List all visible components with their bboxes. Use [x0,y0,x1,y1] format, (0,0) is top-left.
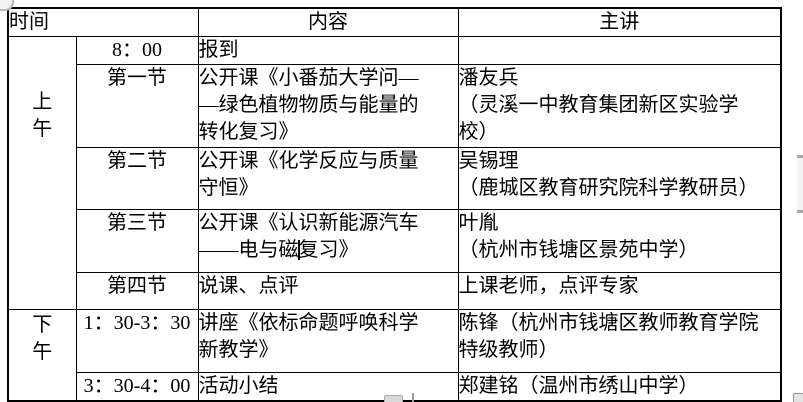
speaker-cell[interactable]: 吴锡理 （鹿城区教育研究院科学教研员） [457,147,782,210]
content-cell[interactable]: 公开课《小番茄大学问— —绿色植物物质与能量的 转化复习》 [197,64,459,148]
header-time-cell[interactable]: 时间 [7,7,199,37]
slot-cell[interactable]: 第四节 [75,272,199,310]
table-row: 第四节 说课、点评 上课老师，点评专家 [8,272,782,310]
speaker-cell[interactable]: 郑建铭（温州市绣山中学） [457,372,782,402]
schedule-table: 时间 内容 主讲 上午 8：00 报到 第一节 公开课《小番茄大学问— —绿色植… [7,7,782,402]
table-row: 第一节 公开课《小番茄大学问— —绿色植物物质与能量的 转化复习》 潘友兵 （灵… [8,64,782,148]
period-afternoon-label: 下午 [32,314,53,363]
slot-cell[interactable]: 第一节 [75,64,199,148]
content-cell[interactable]: 公开课《化学反应与质量 守恒》 [197,147,459,210]
slot-cell[interactable]: 第三节 [75,209,199,273]
table-row: 第三节 公开课《认识新能源汽车 ——电与磁复习》 叶胤 （杭州市钱塘区景苑中学） [8,209,782,273]
speaker-cell[interactable]: 叶胤 （杭州市钱塘区景苑中学） [457,209,782,273]
speaker-cell[interactable]: 潘友兵 （灵溪一中教育集团新区实验学 校） [457,64,782,148]
header-content-cell[interactable]: 内容 [197,7,459,37]
content-cell[interactable]: 讲座《依标命题呼唤科学 新教学》 [197,309,459,373]
slot-cell[interactable]: 8：00 [75,36,199,65]
content-cell[interactable]: 活动小结 [197,372,459,402]
table-row: 上午 8：00 报到 [7,36,782,310]
content-text-before-cursor: 公开课《认识新能源汽车 ——电与磁 [198,212,419,261]
vertical-scrollbar-thumb[interactable] [797,155,803,213]
table-row: 第二节 公开课《化学反应与质量 守恒》 吴锡理 （鹿城区教育研究院科学教研员） [8,147,782,210]
slot-cell[interactable]: 1：30-3：30 [75,309,199,373]
speaker-cell[interactable]: 上课老师，点评专家 [457,272,782,310]
content-cell[interactable]: 公开课《认识新能源汽车 ——电与磁复习》 [197,209,459,273]
speaker-cell[interactable]: 陈锋（杭州市钱塘区教师教育学院 特级教师） [457,309,782,373]
table-header-row: 时间 内容 主讲 [7,7,782,37]
content-cell[interactable]: 报到 [197,36,459,65]
slot-cell[interactable]: 第二节 [75,147,199,210]
header-speaker-cell[interactable]: 主讲 [457,7,782,37]
speaker-cell[interactable] [457,36,782,65]
horizontal-scrollbar-fragment[interactable] [384,395,403,402]
slot-cell[interactable]: 3：30-4：00 [75,372,199,402]
content-text-after-cursor: 复习》 [298,239,359,261]
text-cursor [297,240,300,260]
ui-corner-fragment [0,0,14,11]
scrollbar-corner-box [793,393,803,402]
table-row: 下午 1：30-3：30 讲座《依标命题呼唤科学 新教学》 陈锋（杭州市钱塘区教… [7,309,782,402]
content-cell[interactable]: 说课、点评 [197,272,459,310]
period-afternoon-cell[interactable]: 下午 [7,309,77,402]
period-morning-cell[interactable]: 上午 [7,36,77,310]
horizontal-scrollbar-tick [412,393,414,402]
period-morning-label: 上午 [32,91,53,140]
table-row: 3：30-4：00 活动小结 郑建铭（温州市绣山中学） [8,372,782,402]
